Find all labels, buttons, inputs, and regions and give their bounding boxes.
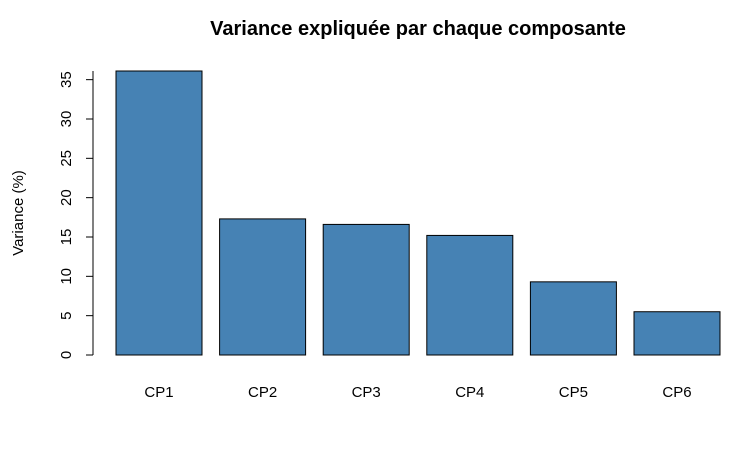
x-axis-labels: CP1 CP2 CP3 CP4 CP5 CP6 — [144, 384, 691, 401]
y-tick-label: 5 — [58, 311, 75, 319]
y-tick-label: 25 — [58, 150, 75, 167]
x-category-label: CP5 — [559, 384, 588, 401]
y-tick-label: 20 — [58, 189, 75, 206]
x-category-label: CP3 — [352, 384, 381, 401]
bar-cp3 — [322, 223, 410, 356]
x-category-label: CP6 — [662, 384, 691, 401]
bar-cp1 — [115, 70, 203, 356]
y-tick-label: 0 — [58, 351, 75, 359]
chart-title: Variance expliquée par chaque composante — [210, 18, 626, 40]
y-axis-ticks: 0 5 10 15 20 25 30 35 — [58, 71, 93, 359]
bar-cp4 — [426, 234, 514, 356]
y-tick-label: 10 — [58, 268, 75, 285]
x-category-label: CP4 — [455, 384, 484, 401]
bars-group — [115, 70, 721, 356]
y-tick-label: 30 — [58, 111, 75, 128]
x-category-label: CP2 — [248, 384, 277, 401]
y-tick-label: 35 — [58, 71, 75, 88]
bar-cp2 — [219, 218, 307, 356]
y-tick-label: 15 — [58, 229, 75, 246]
y-axis-label: Variance (%) — [10, 170, 27, 256]
bar-cp5 — [529, 281, 617, 356]
bar-cp6 — [633, 311, 721, 356]
x-category-label: CP1 — [144, 384, 173, 401]
